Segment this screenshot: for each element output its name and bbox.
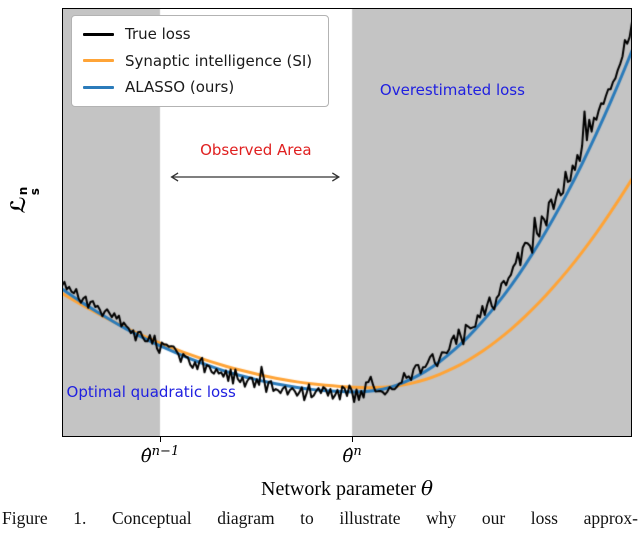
x-tick-mark (160, 437, 162, 442)
legend-item-si: Synaptic intelligence (SI) (83, 51, 313, 70)
arrow-right-head (331, 172, 340, 183)
figure-caption: Figure 1. Conceptual diagram to illustra… (2, 508, 638, 528)
x-tick-mark (352, 437, 354, 442)
optimal-quadratic-loss-label: Optimal quadratic loss (66, 382, 236, 401)
si-line-swatch (83, 59, 114, 63)
true-loss-line-swatch (83, 32, 114, 36)
x-tick-label: θ̂n−1 (140, 444, 180, 467)
theta-symbol: θ (420, 476, 433, 500)
legend-item-true-loss: True loss (83, 26, 312, 43)
x-tick-label: θ̂n (342, 444, 362, 467)
y-label-subscript: s (28, 188, 43, 196)
arrow-left-head (170, 172, 179, 183)
plot-area: True loss Synaptic intelligence (SI) ALA… (62, 8, 632, 437)
y-label-base: ℒ (6, 196, 31, 214)
legend-item-alasso: ALASSO (ours) (83, 79, 312, 96)
alasso-line-swatch (83, 85, 114, 89)
observed-range-arrow (166, 171, 344, 183)
legend: True loss Synaptic intelligence (SI) ALA… (71, 15, 330, 107)
observed-area-label: Observed Area (200, 140, 312, 159)
legend-label: ALASSO (ours) (125, 78, 235, 96)
legend-label: True loss (125, 25, 191, 43)
x-axis-label: Network parameter θ (261, 476, 433, 500)
overestimated-loss-label: Overestimated loss (379, 80, 525, 99)
legend-label: Synaptic intelligence (SI) (125, 51, 313, 70)
